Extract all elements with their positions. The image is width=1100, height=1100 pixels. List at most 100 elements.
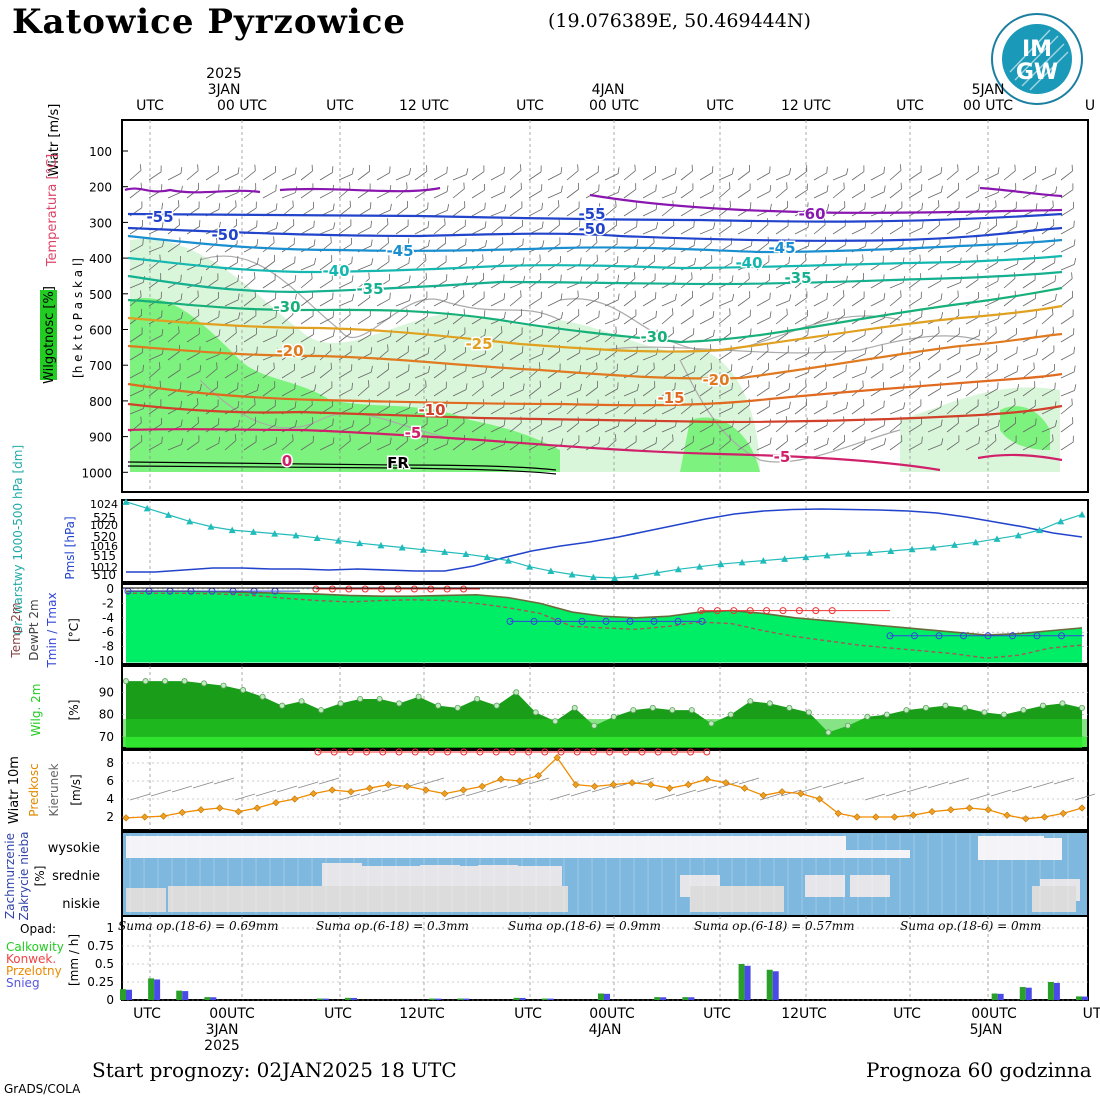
- wind-barb-staff: [642, 209, 657, 217]
- wind-barb: [452, 308, 465, 325]
- wind-barb-feather: [786, 200, 789, 208]
- wind-barb-feather: [691, 290, 694, 298]
- wind-barb-staff: [395, 314, 408, 325]
- wind-barb: [357, 365, 373, 379]
- wind-barb-feather: [255, 183, 257, 190]
- wind-barb: [566, 290, 579, 307]
- wind-barb-feather: [254, 164, 256, 171]
- wind-barb-staff: [851, 189, 865, 199]
- wind-barb-feather: [560, 382, 562, 389]
- wind-barb-feather: [674, 382, 676, 389]
- wind-barb-staff: [775, 314, 788, 325]
- wind-barb-feather: [978, 436, 980, 444]
- wind-barb-staff: [642, 298, 656, 307]
- wind-barb-feather: [389, 418, 391, 426]
- wind-barb-staff: [1060, 226, 1074, 235]
- wind-barb-feather: [520, 182, 522, 190]
- wind-barb-feather: [351, 382, 353, 390]
- wind-barb-feather: [406, 200, 409, 208]
- wind-barb-feather: [350, 237, 353, 245]
- isotherm-label: -55: [578, 205, 605, 223]
- wind-barb-feather: [464, 219, 466, 227]
- wind-barb-feather: [769, 311, 772, 318]
- pmsl-line: [126, 508, 1083, 573]
- wind-barb: [262, 362, 275, 379]
- wind-barb-feather: [748, 164, 751, 172]
- wind-barb-staff: [395, 225, 409, 235]
- wind-barb: [642, 292, 657, 307]
- wind-barb-feather: [520, 290, 522, 297]
- wind-barb-staff: [756, 172, 770, 181]
- wind-barb-staff: [699, 424, 713, 433]
- wind-barb-feather: [522, 257, 525, 264]
- wind-barb-staff: [661, 314, 674, 325]
- wind-barb-feather: [674, 275, 677, 282]
- wind-barb-feather: [218, 418, 220, 425]
- wind-barb: [1022, 437, 1038, 451]
- wind-barb-feather: [237, 382, 239, 389]
- top-time-label: UTC: [516, 98, 544, 114]
- wind-barb-staff: [1022, 443, 1037, 451]
- wind-barb: [281, 219, 295, 235]
- wind-barb: [604, 382, 619, 397]
- wind-barb-feather: [921, 310, 923, 317]
- wind-barb: [718, 382, 733, 397]
- wind-barb-staff: [908, 368, 921, 379]
- wind-barb-feather: [216, 254, 218, 262]
- wind-barb-feather: [216, 380, 219, 388]
- wind-barb-feather: [957, 182, 960, 190]
- wind-barb-staff: [718, 407, 733, 415]
- wind-barb-feather: [161, 221, 164, 228]
- wind-barb: [946, 365, 962, 379]
- humidity-point: [1020, 707, 1027, 714]
- wind-barb: [889, 327, 903, 343]
- wind-barb: [1041, 167, 1057, 181]
- wind-barb: [490, 344, 503, 361]
- wind-barb: [547, 200, 560, 217]
- wind-barb-staff: [1060, 371, 1075, 379]
- wind-barb-staff: [737, 423, 751, 433]
- wind-barb-feather: [389, 311, 392, 318]
- humidity-point: [786, 704, 793, 711]
- wind-speed-point: [1040, 813, 1049, 821]
- wind-barb-staff: [870, 443, 885, 451]
- wind-speed-point: [384, 780, 393, 789]
- wind-barb-staff: [965, 368, 978, 379]
- wind-direction-barb: [675, 789, 697, 797]
- wind-barb-feather: [428, 366, 431, 373]
- wind-barb-staff: [509, 207, 523, 217]
- thickness-point: [334, 537, 342, 544]
- wind-barb-feather: [921, 329, 924, 336]
- wind-barb-staff: [756, 298, 770, 307]
- wind-barb-staff: [243, 296, 256, 307]
- wind-barb: [623, 327, 638, 343]
- wind-direction-barb: [1011, 785, 1033, 793]
- wind-barb-feather: [712, 292, 714, 299]
- precip-snow-bar: [997, 993, 1004, 1000]
- wind-barb: [1060, 328, 1075, 343]
- wind-direction-barb: [171, 785, 193, 793]
- wind-barb-staff: [433, 350, 446, 361]
- wind-barb-feather: [577, 182, 580, 190]
- wind-barb: [243, 164, 256, 181]
- wind-barb-staff: [870, 332, 883, 343]
- wind-barb-staff: [357, 441, 371, 451]
- wind-barb: [471, 347, 487, 361]
- wind-barb-feather: [406, 182, 408, 189]
- wind-barb-staff: [851, 423, 865, 433]
- wind-barb-feather: [1016, 365, 1019, 372]
- wind-barb-staff: [775, 225, 789, 235]
- wind-barb-staff: [718, 388, 733, 397]
- wind-barb: [300, 435, 314, 451]
- wind-barb: [528, 347, 544, 361]
- wind-barb-staff: [528, 190, 542, 199]
- wind-barb-feather: [578, 201, 580, 208]
- forecast-start: Start prognozy: 02JAN2025 18 UTC: [92, 1058, 457, 1082]
- wind-barb-feather: [598, 203, 601, 210]
- wind-barb-staff: [433, 317, 448, 325]
- wind-barb: [566, 201, 580, 217]
- humidity-point: [513, 689, 520, 696]
- wind-barb-feather: [161, 310, 163, 317]
- wind-barb-feather: [656, 222, 659, 229]
